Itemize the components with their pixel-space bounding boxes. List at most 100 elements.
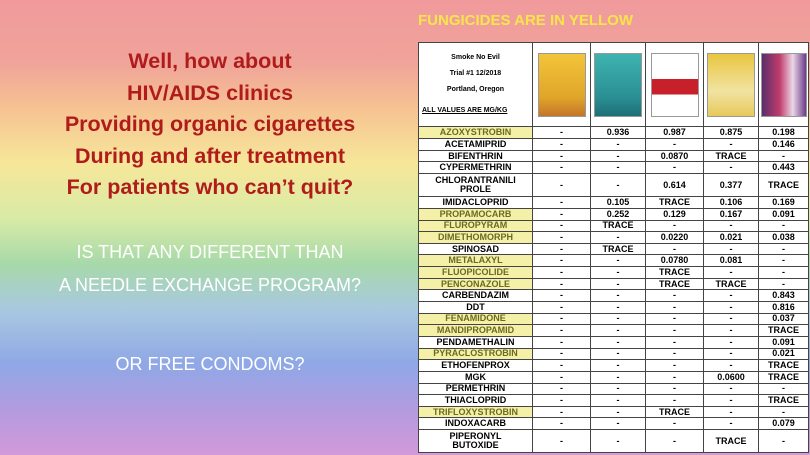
value-cell: - xyxy=(703,242,759,256)
value-cell: - xyxy=(590,289,646,303)
value-cell: - xyxy=(758,254,809,268)
table-row: MGK - - -0.0600 TRACE xyxy=(418,370,809,384)
value-cell: 0.614 xyxy=(645,172,704,198)
value-cell: - xyxy=(590,359,646,372)
table-row: TRIFLOXYSTROBIN - - TRACE - - xyxy=(418,405,809,419)
value-cell: 0.843 xyxy=(758,289,809,303)
value-cell: - xyxy=(532,289,591,303)
value-cell: - xyxy=(645,370,704,384)
value-cell: - xyxy=(645,417,704,431)
chemical-name: ETHOFENPROX xyxy=(418,359,533,372)
value-cell: 0.105 xyxy=(590,196,646,209)
value-cell: - xyxy=(532,266,591,279)
value-cell: - xyxy=(645,394,704,407)
table-row: PIPERONYL BUTOXIDE - - - TRACE - xyxy=(418,429,809,454)
value-cell: - xyxy=(532,394,591,407)
chemical-name: METALAXYL xyxy=(418,254,533,268)
value-cell: TRACE xyxy=(758,394,809,407)
value-cell: - xyxy=(532,138,591,151)
value-cell: - xyxy=(703,219,759,233)
table-row: ACETAMIPRID - - - -0.146 xyxy=(418,138,809,151)
chemical-name: FLUROPYRAM xyxy=(418,219,533,233)
value-cell: TRACE xyxy=(590,242,646,256)
value-cell: - xyxy=(758,429,809,454)
table-row: IMIDACLOPRID -0.105 TRACE 0.106 0.169 xyxy=(418,196,809,209)
value-cell: - xyxy=(758,382,809,396)
value-cell: 0.079 xyxy=(758,417,809,431)
value-cell: - xyxy=(532,417,591,431)
value-cell: - xyxy=(590,417,646,431)
value-cell: 0.106 xyxy=(703,196,759,209)
value-cell: 0.0780 xyxy=(645,254,704,268)
title-line: HIV/AIDS clinics xyxy=(126,80,294,105)
table-row: DIMETHOMORPH - -0.0220 0.021 0.038 xyxy=(418,231,809,244)
value-cell: 0.987 xyxy=(645,126,704,140)
pack-cell xyxy=(758,41,809,128)
value-cell: - xyxy=(758,219,809,233)
value-cell: - xyxy=(645,301,704,314)
value-cell: TRACE xyxy=(758,324,809,337)
value-cell: - xyxy=(703,289,759,303)
table-row: FLUROPYRAM - TRACE - - - xyxy=(418,219,809,233)
chemical-name: PENCONAZOLE xyxy=(418,277,533,291)
value-cell: 0.936 xyxy=(590,126,646,140)
chemical-name: AZOXYSTROBIN xyxy=(418,126,533,140)
value-cell: - xyxy=(645,161,704,174)
chemical-name: BIFENTHRIN xyxy=(418,149,533,163)
value-cell: - xyxy=(703,312,759,326)
value-cell: - xyxy=(645,219,704,233)
value-cell: - xyxy=(532,370,591,384)
value-cell: - xyxy=(590,347,646,361)
value-cell: - xyxy=(590,161,646,174)
chemical-name: SPINOSAD xyxy=(418,242,533,256)
value-cell: 0.167 xyxy=(703,207,759,221)
value-cell: - xyxy=(590,301,646,314)
chemical-name: PENDAMETHALIN xyxy=(418,335,533,349)
value-cell: 0.0220 xyxy=(645,231,704,244)
question: IS THAT ANY DIFFERENT THAN A NEEDLE EXCH… xyxy=(0,236,420,302)
chemical-name: INDOXACARB xyxy=(418,417,533,431)
value-cell: - xyxy=(703,405,759,419)
value-cell: TRACE xyxy=(758,172,809,198)
value-cell: TRACE xyxy=(703,149,759,163)
title-line: For patients who can’t quit? xyxy=(66,175,354,199)
chemical-name: FLUOPICOLIDE xyxy=(418,266,533,279)
value-cell: - xyxy=(703,301,759,314)
value-cell: - xyxy=(532,207,591,221)
value-cell: - xyxy=(532,324,591,337)
value-cell: - xyxy=(645,138,704,151)
value-cell: - xyxy=(703,417,759,431)
table-row: CARBENDAZIM - - - -0.843 xyxy=(418,289,809,303)
chemical-name: PERMETHRIN xyxy=(418,382,533,396)
table-row: DDT - - - -0.816 xyxy=(418,301,809,314)
value-cell: - xyxy=(590,172,646,198)
question-line: IS THAT ANY DIFFERENT THAN xyxy=(76,242,344,262)
question-line: A NEEDLE EXCHANGE PROGRAM? xyxy=(58,275,362,295)
chemical-name: CARBENDAZIM xyxy=(418,289,533,303)
table-row: AZOXYSTROBIN -0.936 0.987 0.875 0.198 xyxy=(418,126,809,140)
pack-cell xyxy=(590,41,646,128)
value-cell: TRACE xyxy=(645,277,704,291)
value-cell: 0.0600 xyxy=(703,370,759,384)
header-row: Smoke No Evil Trial #1 12/2018 Portland,… xyxy=(418,41,809,128)
value-cell: - xyxy=(590,277,646,291)
value-cell: 0.377 xyxy=(703,172,759,198)
chemical-name: FENAMIDONE xyxy=(418,312,533,326)
value-cell: - xyxy=(532,231,591,244)
value-cell: 0.037 xyxy=(758,312,809,326)
pack-image xyxy=(650,52,699,117)
header-line: ALL VALUES ARE MG/KG xyxy=(422,107,508,115)
value-cell: 0.169 xyxy=(758,196,809,209)
pesticide-table: Smoke No Evil Trial #1 12/2018 Portland,… xyxy=(418,41,809,454)
chemical-name: TRIFLOXYSTROBIN xyxy=(418,405,533,419)
value-cell: - xyxy=(645,312,704,326)
title-line: Well, how about xyxy=(128,49,292,73)
value-cell: TRACE xyxy=(758,370,809,384)
value-cell: - xyxy=(703,335,759,349)
value-cell: - xyxy=(532,347,591,361)
value-cell: - xyxy=(532,359,591,372)
value-cell: - xyxy=(590,382,646,396)
chemical-name: CHLORANTRANILI PROLE xyxy=(418,172,533,198)
value-cell: - xyxy=(703,394,759,407)
